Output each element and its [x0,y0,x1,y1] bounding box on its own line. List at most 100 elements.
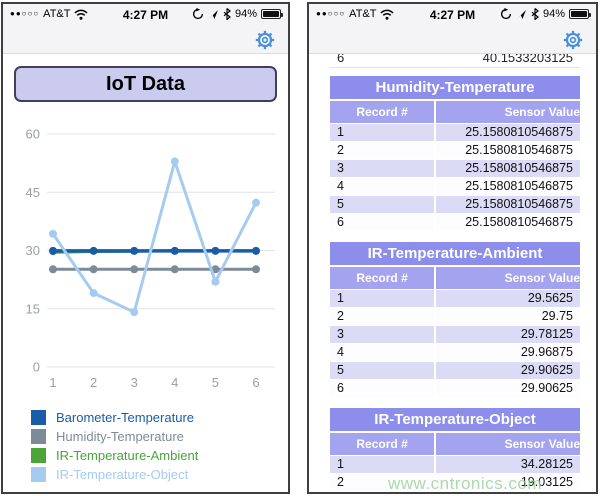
sensor-value: 25.1580810546875 [436,142,580,159]
sensor-value: 29.90625 [436,362,580,379]
table-title: IR-Temperature-Ambient [330,242,580,265]
data-point [170,265,179,274]
carrier-label: AT&T [349,8,377,20]
column-header-record: Record # [330,101,435,123]
y-tick-label: 30 [26,243,40,258]
record-number: 5 [330,196,435,213]
y-tick-label: 15 [26,301,40,316]
carrier-label: AT&T [43,8,71,20]
table-row: 2 29.75 [330,308,580,325]
record-number: 1 [330,124,435,141]
record-number: 6 [330,214,435,231]
sensor-value: 29.75 [436,308,580,325]
column-header-record: Record # [330,433,435,455]
data-point [89,265,98,274]
sensor-value: 29.5625 [436,290,580,307]
x-tick-label: 5 [212,375,219,390]
record-number: 6 [330,380,435,397]
table-row: 1 34.28125 [330,456,580,473]
legend-item: IR-Temperature-Ambient [31,448,198,463]
header-bar: ●●○○○ AT&T 4:27 PM [309,4,596,54]
table-row: 6 29.90625 [330,380,580,397]
battery-icon [569,9,591,19]
table-row: 3 25.1580810546875 [330,160,580,177]
signal-strength-icon: ●●○○○ [316,8,346,18]
data-point [252,246,260,255]
legend-swatch-icon [31,467,46,482]
record-number: 1 [330,290,435,307]
legend-swatch-icon [31,410,46,425]
table-row: 1 29.5625 [330,290,580,307]
battery-percent-label: 94% [542,8,565,20]
x-tick-label: 3 [131,375,138,390]
column-header-value: Sensor Value [436,433,580,455]
data-point [211,277,220,286]
data-point [130,308,139,317]
table-header-row: Record # Sensor Value [330,101,580,123]
rotation-lock-icon [192,8,204,20]
gear-icon[interactable] [562,29,584,51]
legend-item: Humidity-Temperature [31,429,198,444]
battery-icon [261,9,283,19]
signal-strength-icon: ●●○○○ [10,8,40,18]
rotation-lock-icon [500,8,512,20]
x-tick-label: 1 [49,375,56,390]
record-number: 4 [330,178,435,195]
battery-percent-label: 94% [234,8,257,20]
legend-item: IR-Temperature-Object [31,467,198,482]
sensor-value: 25.1580810546875 [436,214,580,231]
table-row: 2 25.1580810546875 [330,142,580,159]
sensor-table: Humidity-Temperature Record # Sensor Value… [330,76,580,231]
iot-data-button[interactable]: IoT Data [14,66,277,102]
location-arrow-icon [516,9,526,19]
wifi-icon [74,9,89,20]
clock: 4:27 PM [429,8,476,22]
sensor-value: 19.03125 [436,474,580,491]
data-point [130,265,139,274]
right-phone-screenshot: 6 40.1533203125 Humidity-Temperature Reco… [307,2,598,494]
x-tick-label: 2 [90,375,97,390]
column-header-record: Record # [330,267,435,289]
table-row: 6 25.1580810546875 [330,214,580,231]
left-phone-screenshot: ●●○○○ AT&T 4:27 PM [1,2,290,494]
sensor-value: 29.78125 [436,326,580,343]
data-point [49,265,57,274]
gear-icon[interactable] [254,29,276,51]
y-tick-label: 60 [26,127,40,142]
table-row: 4 29.96875 [330,344,580,361]
data-point [130,246,139,255]
sensor-value: 25.1580810546875 [436,124,580,141]
legend-swatch-icon [31,448,46,463]
legend-item: Barometer-Temperature [31,410,198,425]
series-line-ir-temperature-object [51,159,258,314]
table-row: 4 25.1580810546875 [330,178,580,195]
data-point [170,157,179,166]
legend-swatch-icon [31,429,46,444]
location-arrow-icon [208,9,218,19]
x-tick-label: 4 [171,375,178,390]
table-header-row: Record # Sensor Value [330,267,580,289]
wifi-icon [380,9,395,20]
bluetooth-icon [223,8,231,20]
sensor-value: 29.96875 [436,344,580,361]
sensor-value: 25.1580810546875 [436,160,580,177]
record-number: 3 [330,326,435,343]
table-row: 5 29.90625 [330,362,580,379]
record-number: 2 [330,308,435,325]
table-row: 3 29.78125 [330,326,580,343]
clock: 4:27 PM [122,8,169,22]
record-number: 2 [330,142,435,159]
sensor-value: 29.90625 [436,380,580,397]
legend-label: IR-Temperature-Object [56,467,189,482]
table-title: IR-Temperature-Object [330,408,580,431]
status-bar: ●●○○○ AT&T 4:27 PM [309,4,596,22]
column-header-value: Sensor Value [436,101,580,123]
table-row: 5 25.1580810546875 [330,196,580,213]
legend-label: Humidity-Temperature [56,429,184,444]
record-number: 4 [330,344,435,361]
bluetooth-icon [531,8,539,20]
sensor-value: 34.28125 [436,456,580,473]
sensor-value: 25.1580810546875 [436,178,580,195]
